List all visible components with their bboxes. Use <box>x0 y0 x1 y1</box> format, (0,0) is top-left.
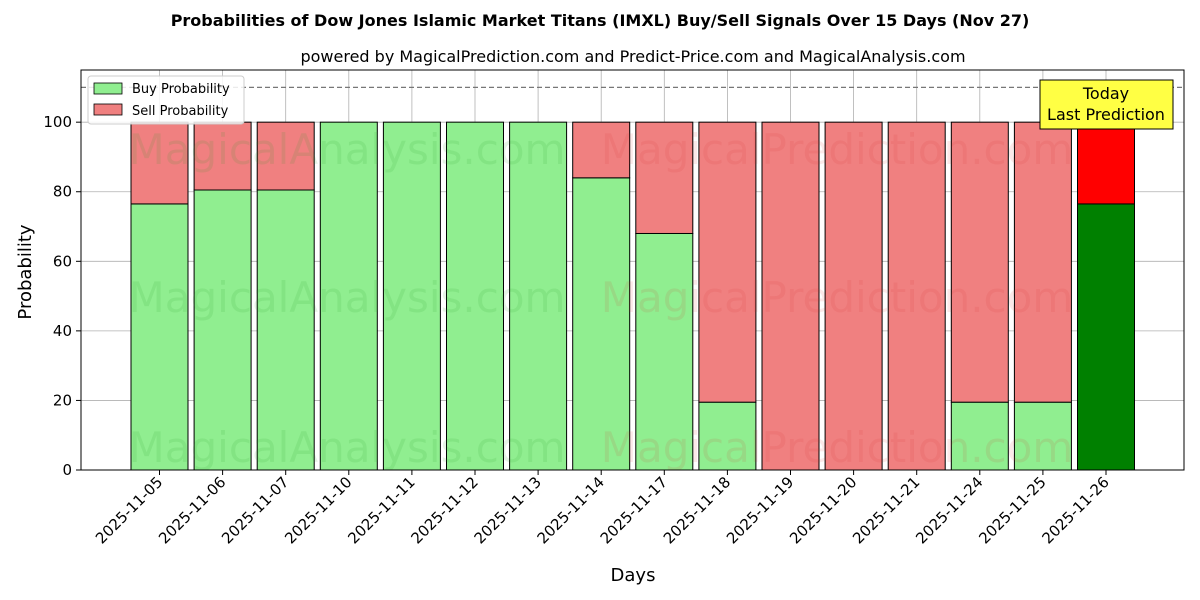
watermark-analysis-1: MagicalAnalysis.com <box>129 273 566 322</box>
y-tick-label-0: 0 <box>62 461 72 479</box>
x-axis-label: Days <box>611 565 656 586</box>
bar-buy-2025-11-12 <box>446 121 504 471</box>
y-axis-label: Probability <box>15 224 36 319</box>
y-tick-label-5: 100 <box>43 113 72 131</box>
x-tick-label-12: 2025-11-21 <box>849 473 923 547</box>
bar-sell-2025-11-21 <box>887 121 946 471</box>
watermark-prediction-2: MagicalPrediction.com <box>601 423 1074 472</box>
x-tick-label-6: 2025-11-13 <box>471 473 545 547</box>
bar-sell-2025-11-24 <box>950 121 1009 403</box>
x-axis-ticks: 2025-11-052025-11-062025-11-072025-11-10… <box>92 470 1113 547</box>
y-tick-label-4: 80 <box>53 183 72 201</box>
x-tick-label-10: 2025-11-19 <box>723 473 797 547</box>
watermark-prediction-0: MagicalPrediction.com <box>601 125 1074 174</box>
chart-title: Probabilities of Dow Jones Islamic Marke… <box>171 11 1030 30</box>
x-tick-label-8: 2025-11-17 <box>597 473 671 547</box>
bar-buy-2025-11-25 <box>1013 401 1072 471</box>
x-tick-label-14: 2025-11-25 <box>975 473 1049 547</box>
x-tick-label-1: 2025-11-06 <box>155 473 229 547</box>
legend-swatch-sell <box>93 103 123 116</box>
bar-sell-2025-11-14 <box>572 121 631 179</box>
x-tick-label-15: 2025-11-26 <box>1038 473 1112 547</box>
legend-label-buy: Buy Probability <box>132 82 230 97</box>
y-axis-ticks: 0 20 40 60 80 100 <box>43 113 81 479</box>
x-tick-label-7: 2025-11-14 <box>534 473 608 547</box>
annotation-line-1: Today <box>1082 84 1129 103</box>
today-annotation: Today Last Prediction <box>1039 79 1174 130</box>
bar-buy-2025-11-14 <box>572 177 631 471</box>
plot-frame <box>80 69 1185 471</box>
legend-swatch-buy <box>93 82 123 95</box>
watermark-analysis-0: MagicalAnalysis.com <box>129 125 566 174</box>
bar-sell-2025-11-19 <box>761 121 820 471</box>
bar-sell-2025-11-07 <box>256 121 315 191</box>
y-tick-label-2: 40 <box>53 322 72 340</box>
bar-buy-2025-11-18 <box>698 401 757 471</box>
bar-sell-2025-11-17 <box>635 121 694 234</box>
bar-buy-2025-11-10 <box>319 121 378 471</box>
bar-buy-2025-11-17 <box>635 232 694 471</box>
bar-buy-2025-11-24 <box>950 401 1009 471</box>
chart-subtitle: powered by MagicalPrediction.com and Pre… <box>300 47 965 66</box>
x-tick-label-2: 2025-11-07 <box>218 473 292 547</box>
bars <box>130 121 1135 471</box>
x-tick-label-5: 2025-11-12 <box>407 473 481 547</box>
y-tick-label-1: 20 <box>53 391 72 409</box>
bar-buy-2025-11-26 <box>1077 203 1135 471</box>
bar-sell-2025-11-05 <box>130 121 189 205</box>
watermark-prediction-1: MagicalPrediction.com <box>601 273 1074 322</box>
legend-label-sell: Sell Probability <box>132 104 229 119</box>
bar-buy-2025-11-07 <box>256 189 315 471</box>
bar-buy-2025-11-13 <box>509 121 568 471</box>
bar-sell-2025-11-20 <box>824 121 883 471</box>
x-tick-label-0: 2025-11-05 <box>92 473 166 547</box>
x-tick-label-3: 2025-11-10 <box>281 473 355 547</box>
legend: Buy Probability Sell Probability <box>87 75 245 125</box>
y-tick-label-3: 60 <box>53 252 72 270</box>
watermarks: MagicalAnalysis.com MagicalPrediction.com… <box>129 125 1074 472</box>
bar-sell-2025-11-25 <box>1013 121 1072 403</box>
x-tick-label-11: 2025-11-20 <box>786 473 860 547</box>
bar-buy-2025-11-11 <box>382 121 441 471</box>
bar-sell-2025-11-18 <box>698 121 757 403</box>
annotation-line-2: Last Prediction <box>1047 105 1165 124</box>
bar-sell-2025-11-26 <box>1077 121 1135 205</box>
x-tick-label-13: 2025-11-24 <box>912 473 986 547</box>
x-tick-label-4: 2025-11-11 <box>344 473 418 547</box>
annotation-box <box>1039 79 1174 130</box>
legend-box <box>87 75 245 125</box>
watermark-analysis-2: MagicalAnalysis.com <box>129 423 566 472</box>
bar-buy-2025-11-06 <box>193 189 252 471</box>
x-tick-label-9: 2025-11-18 <box>660 473 734 547</box>
